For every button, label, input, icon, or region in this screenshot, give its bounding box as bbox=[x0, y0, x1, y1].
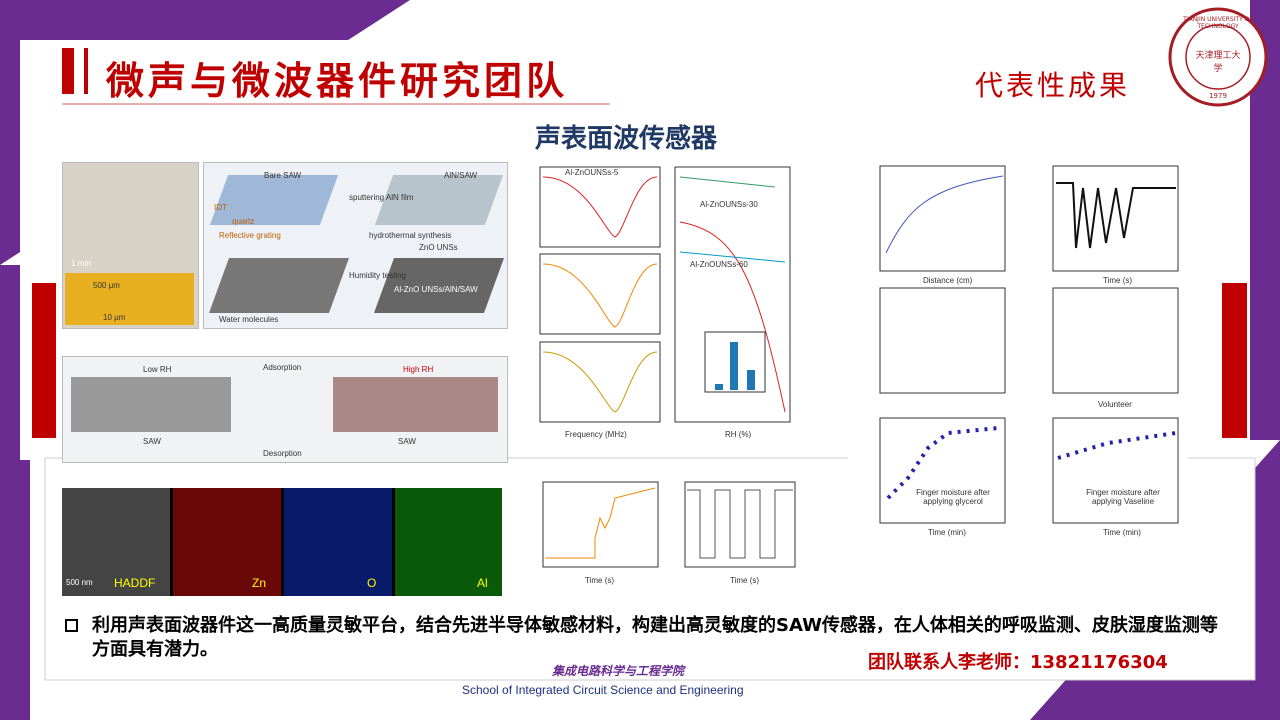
figure-label: Water molecules bbox=[219, 315, 279, 324]
figure-label: Time (s) bbox=[585, 576, 615, 585]
figure-label: Volunteer bbox=[1098, 400, 1132, 409]
figure-label: AlN/SAW bbox=[444, 171, 478, 180]
figure-label: Al-ZnOUNSs-30 bbox=[700, 200, 758, 209]
figure-label: 1 mm bbox=[71, 259, 91, 268]
figure-label: IDT bbox=[214, 203, 227, 212]
bullet-text: 利用声表面波器件这一高质量灵敏平台，结合先进半导体敏感材料，构建出高灵敏度的SA… bbox=[92, 615, 1218, 660]
figure-label: Adsorption bbox=[263, 363, 302, 372]
figure-label: SAW bbox=[143, 437, 161, 446]
curve-art bbox=[539, 166, 791, 423]
figure-label: Time (s) bbox=[1103, 276, 1133, 285]
figure-label: Reflective grating bbox=[219, 231, 281, 240]
figure-label: Bare SAW bbox=[264, 171, 302, 180]
time-art bbox=[542, 481, 796, 568]
figure-label: 10 μm bbox=[103, 313, 126, 322]
figure-b: Bare SAW AlN/SAW sputtering AlN film hyd… bbox=[203, 162, 508, 329]
header-title: 微声与微波器件研究团队 bbox=[106, 58, 569, 103]
school-en: School of Integrated Circuit Science and… bbox=[462, 683, 744, 697]
figure-label: 500 μm bbox=[93, 281, 120, 290]
figure-time: Time (s) Time (s) bbox=[515, 478, 800, 596]
figure-label: HADDF bbox=[114, 576, 156, 590]
figure-label: 500 nm bbox=[66, 578, 93, 587]
figure-label: sputtering AlN film bbox=[349, 193, 414, 202]
figure-label: Finger moisture after applying glycerol bbox=[916, 488, 990, 506]
school-cn: 集成电路科学与工程学院 bbox=[552, 664, 685, 678]
figure-label: SAW bbox=[398, 437, 416, 446]
figure-right: Distance (cm) Time (s) Volunteer Time (m… bbox=[848, 158, 1188, 538]
figure-label: Al-ZnO UNSs/AlN/SAW bbox=[394, 285, 478, 294]
figure-label: ZnO UNSs bbox=[419, 243, 458, 252]
figure-curves: Al-ZnOUNSs-5 Al-ZnOUNSs-30 Al-ZnOUNSs-60… bbox=[515, 162, 800, 444]
contact: 团队联系人李老师：13821176304 bbox=[868, 652, 1168, 673]
figure-label: Humidity testing bbox=[349, 271, 406, 280]
figure-label: O bbox=[367, 576, 377, 590]
figure-label: Time (min) bbox=[1103, 528, 1141, 537]
figure-label: Time (s) bbox=[730, 576, 760, 585]
figure-label: Frequency (MHz) bbox=[565, 430, 627, 439]
section-title: 声表面波传感器 bbox=[535, 124, 718, 154]
figure-label: hydrothermal synthesis bbox=[369, 231, 452, 240]
figure-label: Distance (cm) bbox=[923, 276, 973, 285]
figure-label: Desorption bbox=[263, 449, 302, 458]
figure-label: Al bbox=[477, 576, 488, 590]
figure-label: Zn bbox=[252, 576, 267, 590]
figure-c: Low RH High RH Adsorption Desorption SAW… bbox=[62, 356, 508, 463]
figure-a: 1 mm 500 μm 10 μm bbox=[62, 162, 199, 329]
figure-label: Al-ZnOUNSs-5 bbox=[565, 168, 619, 177]
figure-label: High RH bbox=[403, 365, 434, 374]
figure-label: Finger moisture after applying Vaseline bbox=[1086, 488, 1160, 506]
figure-label: Time (min) bbox=[928, 528, 966, 537]
figure-label: Al-ZnOUNSs-60 bbox=[690, 260, 748, 269]
header-tag: 代表性成果 bbox=[975, 69, 1131, 102]
figure-label: RH (%) bbox=[725, 430, 752, 439]
figure-label: Low RH bbox=[143, 365, 172, 374]
right-art bbox=[879, 165, 1179, 524]
figure-label: quartz bbox=[232, 217, 255, 226]
logo-ring: TIANJIN UNIVERSITY OF TECHNOLOGY bbox=[1183, 16, 1253, 30]
logo-year: 1979 bbox=[1209, 92, 1227, 100]
logo-name: 天津理工大学 bbox=[1195, 51, 1241, 74]
figure-d: 500 nm HADDF Zn O Al bbox=[62, 488, 502, 596]
